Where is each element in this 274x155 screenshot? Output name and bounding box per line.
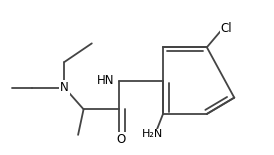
Text: O: O (116, 133, 125, 146)
Text: Cl: Cl (220, 22, 232, 35)
Text: H₂N: H₂N (141, 129, 163, 139)
Text: HN: HN (97, 74, 115, 87)
Text: N: N (60, 81, 69, 94)
